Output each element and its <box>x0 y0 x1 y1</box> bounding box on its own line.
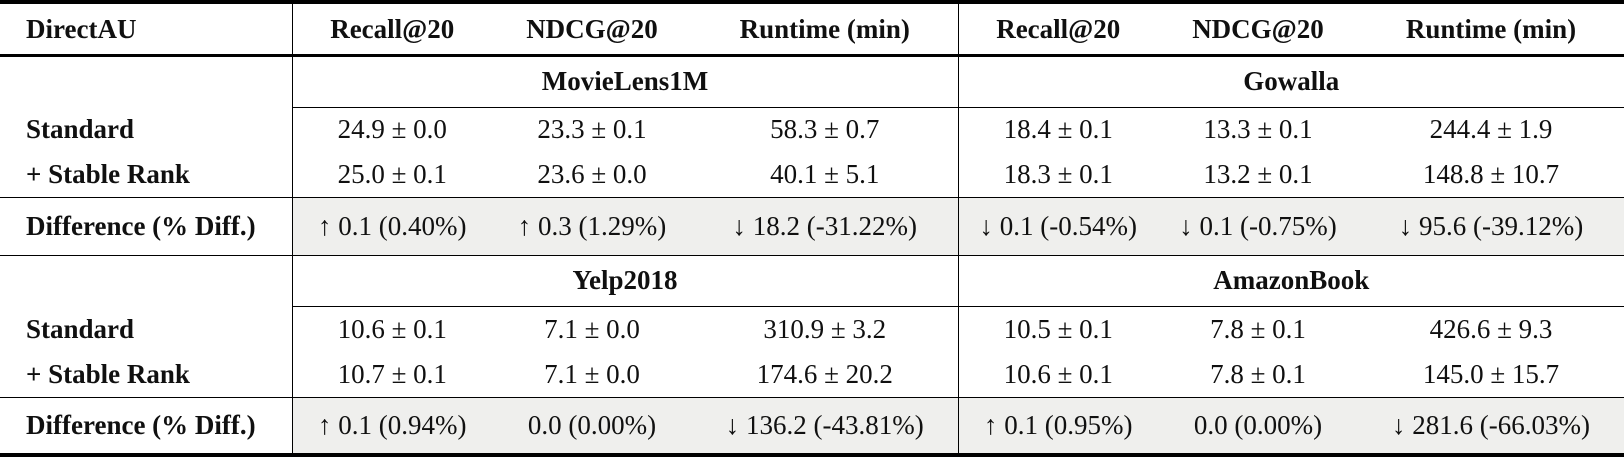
dataset-header-yelp2018: Yelp2018 <box>291 254 958 308</box>
value-cell: 13.3 ± 0.1 <box>1203 114 1313 145</box>
col-header-runtime-right: Runtime (min) <box>1358 2 1624 58</box>
diff-value-cell: ↓ 136.2 (-43.81%) <box>692 396 958 455</box>
value-cell: 7.8 ± 0.1 <box>1210 314 1306 345</box>
dataset-header-gowalla: Gowalla <box>957 55 1624 108</box>
value-cell: 23.3 ± 0.1 <box>537 114 647 145</box>
diff-value-cell: ↓ 0.1 (-0.54%) <box>957 197 1158 256</box>
table-row-standard-2: Standard 10.6 ± 0.1 7.1 ± 0.0 310.9 ± 3.… <box>0 306 1624 352</box>
value-cell: 24.9 ± 0.0 <box>291 107 492 153</box>
table-corner-label: DirectAU <box>0 2 292 58</box>
diff-value-cell: ↑ 0.1 (0.40%) <box>291 197 492 256</box>
diff-value-cell: 0.0 (0.00%) <box>492 396 692 455</box>
value-cell: 18.4 ± 0.1 <box>957 107 1158 153</box>
diff-value-cell: ↑ 0.1 (0.95%) <box>957 396 1158 455</box>
value-cell: 244.4 ± 1.9 <box>1429 114 1553 145</box>
dataset-row-1: MovieLens1M Gowalla <box>0 55 1624 108</box>
diff-value-cell: ↓ 18.2 (-31.22%) <box>692 197 958 256</box>
table-row-stable-rank-1: + Stable Rank 25.0 ± 0.1 23.6 ± 0.0 40.1… <box>0 152 1624 198</box>
value-cell: 145.0 ± 15.7 <box>1422 358 1560 389</box>
value-cell: 58.3 ± 0.7 <box>770 114 880 145</box>
table-row-difference-2: Difference (% Diff.) ↑ 0.1 (0.94%) 0.0 (… <box>0 396 1624 455</box>
value-cell: 10.6 ± 0.1 <box>291 306 492 352</box>
value-cell: 23.6 ± 0.0 <box>537 159 647 190</box>
col-header-ndcg20-left: NDCG@20 <box>492 2 692 58</box>
empty-cell <box>0 56 292 107</box>
diff-value-cell: ↓ 95.6 (-39.12%) <box>1358 197 1624 256</box>
diff-value-cell: 0.0 (0.00%) <box>1158 396 1358 455</box>
value-cell: 7.1 ± 0.0 <box>544 358 640 389</box>
value-cell: 40.1 ± 5.1 <box>770 159 880 190</box>
row-label-standard: Standard <box>26 313 135 344</box>
row-label-difference: Difference (% Diff.) <box>0 396 292 455</box>
value-cell: 174.6 ± 20.2 <box>756 358 893 389</box>
value-cell: 7.8 ± 0.1 <box>1210 358 1306 389</box>
value-cell: 10.6 ± 0.1 <box>957 352 1158 398</box>
diff-value-cell: ↑ 0.1 (0.94%) <box>291 396 492 455</box>
value-cell: 13.2 ± 0.1 <box>1203 159 1313 190</box>
empty-cell <box>0 254 292 307</box>
table-row-standard-1: Standard 24.9 ± 0.0 23.3 ± 0.1 58.3 ± 0.… <box>0 107 1624 153</box>
col-header-recall20-right: Recall@20 <box>957 2 1158 58</box>
diff-value-cell: ↓ 0.1 (-0.75%) <box>1158 197 1358 256</box>
value-cell: 310.9 ± 3.2 <box>763 314 887 345</box>
col-header-recall20-left: Recall@20 <box>291 2 492 58</box>
row-label-standard: Standard <box>26 114 135 145</box>
value-cell: 18.3 ± 0.1 <box>957 152 1158 198</box>
value-cell: 10.5 ± 0.1 <box>957 306 1158 352</box>
col-header-ndcg20-right: NDCG@20 <box>1158 2 1358 58</box>
dataset-row-2: Yelp2018 AmazonBook <box>0 254 1624 308</box>
row-label-stable-rank: + Stable Rank <box>26 159 190 190</box>
dataset-header-movielens1m: MovieLens1M <box>291 55 958 108</box>
dataset-header-amazonbook: AmazonBook <box>957 254 1624 308</box>
header-row: DirectAU Recall@20 NDCG@20 Runtime (min)… <box>0 2 1624 58</box>
table-row-difference-1: Difference (% Diff.) ↑ 0.1 (0.40%) ↑ 0.3… <box>0 197 1624 256</box>
value-cell: 25.0 ± 0.1 <box>291 152 492 198</box>
value-cell: 7.1 ± 0.0 <box>544 314 640 345</box>
value-cell: 148.8 ± 10.7 <box>1422 159 1560 190</box>
diff-value-cell: ↑ 0.3 (1.29%) <box>492 197 692 256</box>
table-row-stable-rank-2: + Stable Rank 10.7 ± 0.1 7.1 ± 0.0 174.6… <box>0 352 1624 398</box>
value-cell: 10.7 ± 0.1 <box>291 352 492 398</box>
row-label-stable-rank: + Stable Rank <box>26 358 190 389</box>
row-label-difference: Difference (% Diff.) <box>0 197 292 256</box>
col-header-runtime-left: Runtime (min) <box>692 2 958 58</box>
value-cell: 426.6 ± 9.3 <box>1429 314 1553 345</box>
diff-value-cell: ↓ 281.6 (-66.03%) <box>1358 396 1624 455</box>
